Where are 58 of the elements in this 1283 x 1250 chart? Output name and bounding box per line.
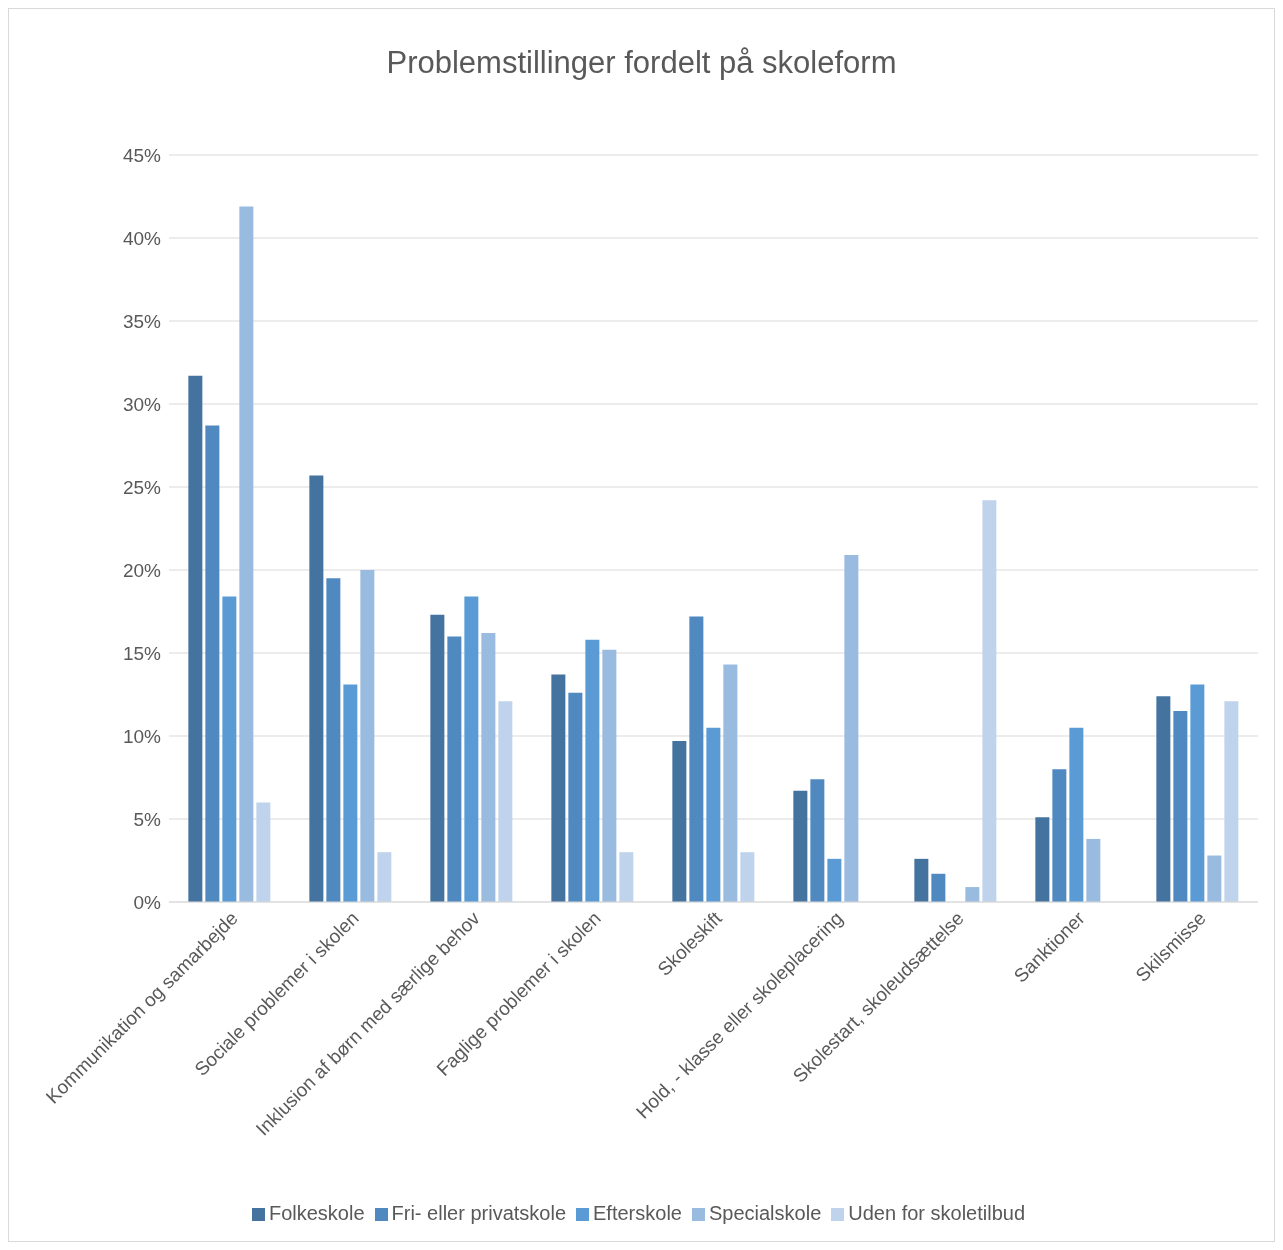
bar (239, 206, 254, 902)
y-tick-label: 0% (133, 891, 162, 913)
bar (205, 425, 220, 902)
bar (1035, 817, 1050, 902)
bar (602, 649, 617, 902)
y-tick-label: 30% (122, 393, 162, 415)
bar (1207, 855, 1222, 902)
bar (481, 633, 496, 902)
bar (1052, 769, 1067, 902)
bar (1086, 838, 1101, 902)
bar (740, 852, 755, 902)
bar (1173, 711, 1188, 902)
bar (256, 802, 271, 902)
bar (1156, 696, 1171, 902)
bar (447, 636, 462, 902)
bar (430, 614, 445, 902)
bar (377, 852, 392, 902)
legend-label: Uden for skoletilbud (848, 1202, 1026, 1224)
bar (360, 570, 375, 902)
bar (1069, 727, 1084, 902)
bar (827, 858, 842, 902)
bar (222, 596, 237, 902)
y-tick-label: 10% (122, 725, 162, 747)
y-tick-label: 45% (122, 144, 162, 166)
bar (1224, 701, 1239, 902)
bar (914, 858, 929, 902)
bar (793, 790, 808, 902)
bar (619, 852, 634, 902)
bar (498, 701, 513, 902)
y-tick-label: 40% (122, 227, 162, 249)
bar (464, 596, 479, 902)
bar (568, 692, 583, 902)
bar (689, 616, 704, 902)
bar (965, 887, 980, 902)
y-tick-label: 35% (122, 310, 162, 332)
y-tick-label: 20% (122, 559, 162, 581)
bar (309, 475, 324, 902)
chart-title: Problemstillinger fordelt på skoleform (385, 44, 898, 82)
bar (343, 684, 358, 902)
y-tick-label: 15% (122, 642, 162, 664)
bar (551, 674, 566, 902)
bar (844, 555, 859, 902)
legend-label: Specialskole (708, 1202, 822, 1224)
legend-label: Fri- eller privatskole (391, 1202, 567, 1224)
y-tick-label: 5% (133, 808, 162, 830)
bar (982, 500, 997, 902)
bar (585, 639, 600, 902)
bar (326, 578, 341, 902)
legend-label: Folkeskole (268, 1202, 365, 1224)
bar (810, 779, 825, 902)
y-tick-label: 25% (122, 476, 162, 498)
bar (1190, 684, 1205, 902)
bar (931, 873, 946, 902)
bar (723, 664, 738, 902)
legend-label: Efterskole (593, 1202, 682, 1224)
bar (672, 740, 687, 902)
bar (706, 727, 721, 902)
bar (188, 375, 203, 902)
